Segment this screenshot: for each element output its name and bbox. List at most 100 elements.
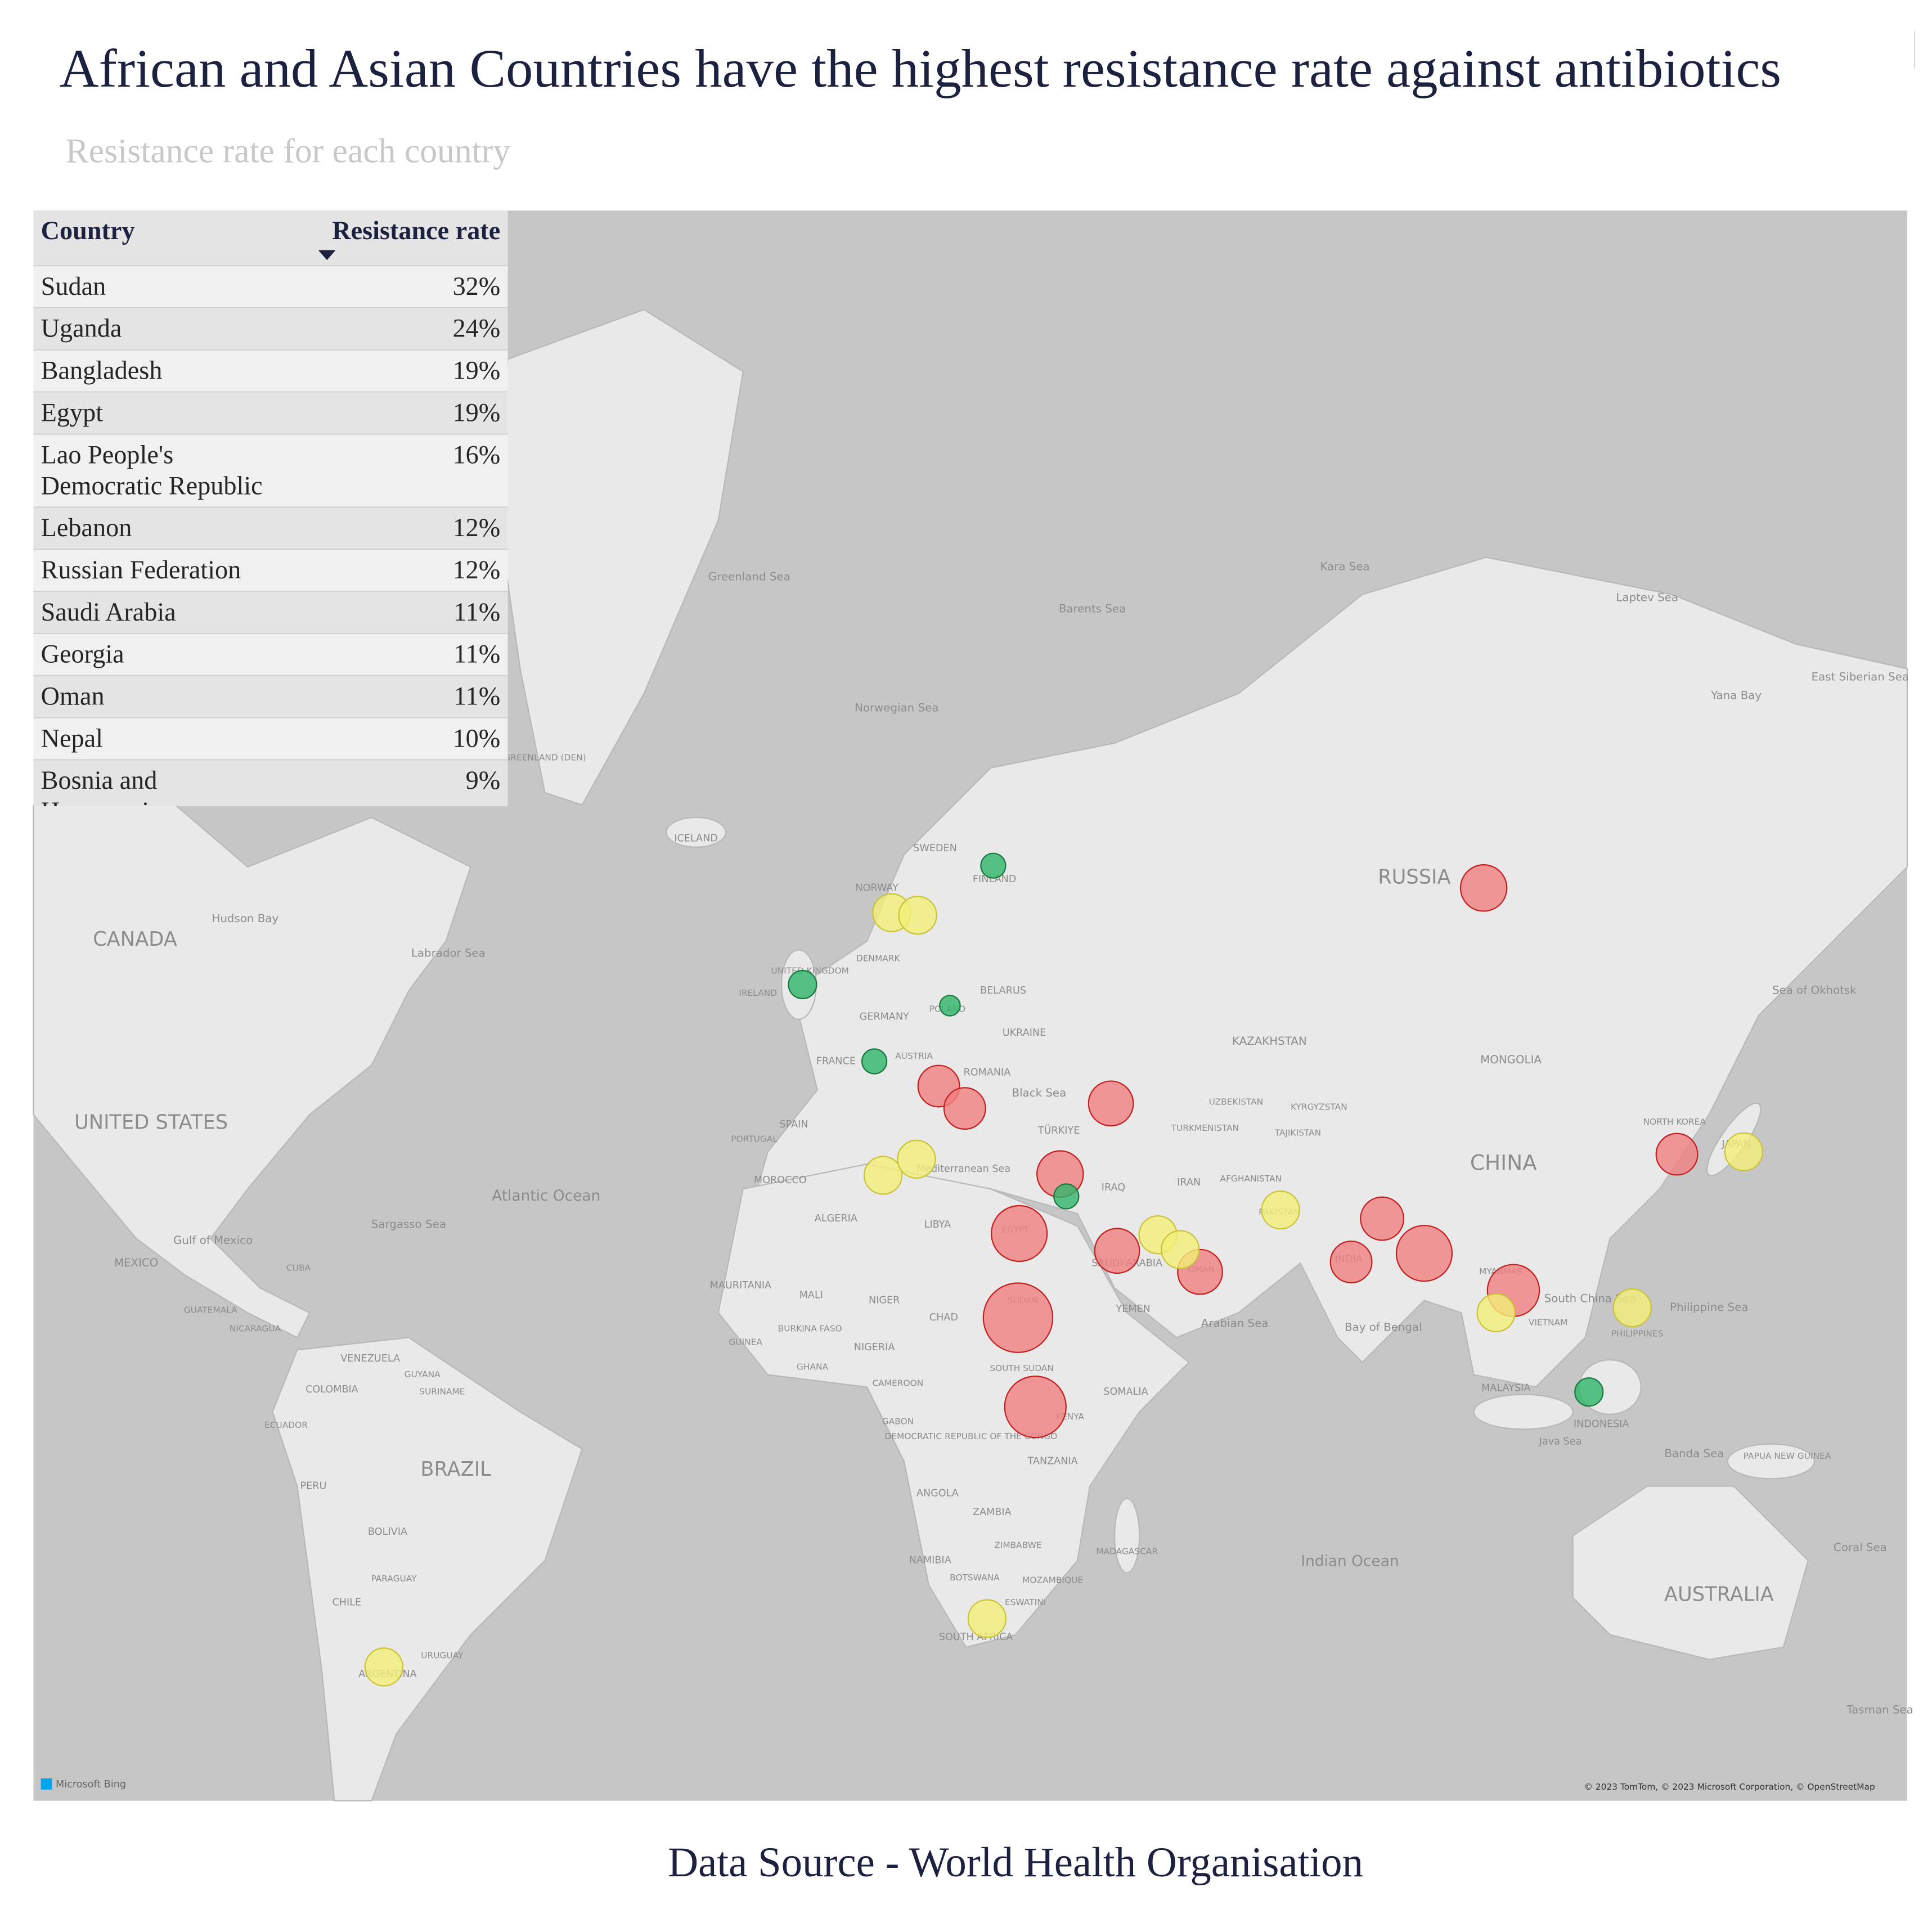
map-label: Arabian Sea xyxy=(1201,1317,1269,1330)
map-label: GHANA xyxy=(797,1362,829,1372)
map-label: Sea of Okhotsk xyxy=(1772,984,1857,997)
table-row: Egypt 19% xyxy=(33,392,508,435)
table-wrap: Country Resistance rate Sudan 32% Uganda 24% B… xyxy=(33,210,508,807)
table-row: Lebanon 12% xyxy=(33,507,508,550)
map-label: MADAGASCAR xyxy=(1096,1547,1158,1557)
map-label: Greenland Sea xyxy=(708,570,790,583)
footer: Data Source - World Health Organisation xyxy=(668,1839,1363,1886)
map-label: Norwegian Sea xyxy=(855,702,938,715)
map-label: SWEDEN xyxy=(913,843,957,854)
bubble xyxy=(943,1087,986,1130)
bubble xyxy=(982,1282,1054,1353)
bubble xyxy=(1053,1183,1080,1210)
map-label: CANADA xyxy=(93,928,177,951)
title: African and Asian Countries have the hig… xyxy=(60,38,1781,98)
map-label: NICARAGUA xyxy=(230,1323,281,1333)
rate-cell: 19% xyxy=(452,355,501,385)
rate-cell: 11% xyxy=(453,597,501,627)
map-label: UZBEKISTAN xyxy=(1209,1097,1263,1107)
country-cell: Bosnia and Herzegovina xyxy=(41,765,174,806)
bubble xyxy=(980,852,1007,879)
map-label: ECUADOR xyxy=(264,1420,308,1430)
rate-cell: 12% xyxy=(452,555,501,585)
map-label: GERMANY xyxy=(860,1011,909,1022)
map-label: GABON xyxy=(882,1417,914,1427)
map-label: URUGUAY xyxy=(421,1651,464,1661)
map-label: PAPUA NEW GUINEA xyxy=(1744,1451,1831,1461)
header-cell: Country xyxy=(41,215,135,245)
map-label: BRAZIL xyxy=(420,1458,491,1481)
map-label: VIETNAM xyxy=(1529,1317,1568,1327)
attribution: Microsoft Bing xyxy=(56,1779,126,1790)
map-label: CHINA xyxy=(1470,1151,1537,1175)
bubble xyxy=(1161,1230,1200,1269)
map-label: PARAGUAY xyxy=(371,1574,417,1584)
map-label: KYRGYZSTAN xyxy=(1291,1102,1347,1112)
bubble xyxy=(939,995,961,1017)
table: Country Resistance rate Sudan 32% Uganda 24% B… xyxy=(33,210,508,807)
header-cell: Resistance rate xyxy=(332,215,501,245)
rate-cell: 9% xyxy=(465,765,501,796)
map-label: DENMARK xyxy=(856,953,901,963)
map-label: CUBA xyxy=(286,1263,311,1273)
table-row: Bangladesh 19% xyxy=(33,350,508,393)
map-label: TANZANIA xyxy=(1027,1456,1078,1467)
bubble xyxy=(364,1647,404,1687)
map-label: GUINEA xyxy=(729,1337,762,1347)
header-row: Country Resistance rate xyxy=(33,210,508,267)
map-label: MOZAMBIQUE xyxy=(1022,1575,1083,1585)
country-cell: Lebanon xyxy=(41,513,132,543)
map-label: SPAIN xyxy=(779,1119,808,1130)
map-label: GUATEMALA xyxy=(184,1305,237,1315)
bubble xyxy=(967,1599,1007,1638)
bubble xyxy=(991,1205,1048,1262)
map-label: UNITED KINGDOM xyxy=(771,965,849,976)
map-label: East Siberian Sea xyxy=(1812,671,1909,684)
map-label: MALI xyxy=(799,1290,823,1301)
map-label: CHAD xyxy=(929,1312,958,1323)
map-label: IRAN xyxy=(1177,1177,1201,1188)
rate-cell: 11% xyxy=(453,639,501,669)
bing-logo xyxy=(41,1778,52,1790)
map-label: Laptev Sea xyxy=(1616,591,1678,604)
map-label: ALGERIA xyxy=(815,1213,857,1224)
sort-arrow[interactable] xyxy=(318,250,336,260)
map-label: INDONESIA xyxy=(1574,1418,1629,1430)
map-label: GUYANA xyxy=(405,1369,441,1380)
map-label: Coral Sea xyxy=(1834,1541,1887,1554)
map-label: NIGERIA xyxy=(854,1342,895,1353)
map-label: FINLAND xyxy=(973,874,1016,885)
table-row: Bosnia and Herzegovina 9% xyxy=(33,760,508,807)
table-row: Nepal 10% xyxy=(33,718,508,761)
country-cell: Georgia xyxy=(41,639,124,669)
map-label: SOMALIA xyxy=(1103,1386,1148,1398)
map-label: Labrador Sea xyxy=(411,946,486,959)
bubble xyxy=(1094,1228,1140,1274)
bubble xyxy=(1459,864,1508,912)
rate-cell: 12% xyxy=(452,513,501,543)
map-label: Philippine Sea xyxy=(1670,1301,1749,1314)
map-label: LIBYA xyxy=(924,1219,951,1230)
map-label: Indian Ocean xyxy=(1301,1552,1399,1570)
map-label: CAMEROON xyxy=(873,1378,924,1388)
bubble xyxy=(1261,1190,1300,1230)
bubble xyxy=(861,1048,888,1075)
table-row: Uganda 24% xyxy=(33,308,508,351)
map-label: PERU xyxy=(300,1481,326,1492)
map-label: COLOMBIA xyxy=(305,1384,358,1395)
map-label: UNITED STATES xyxy=(74,1111,228,1134)
map-label: South China Sea xyxy=(1544,1292,1637,1305)
map-label: NORTH KOREA xyxy=(1643,1117,1706,1127)
bubble xyxy=(1655,1133,1699,1176)
map-label: AFGHANISTAN xyxy=(1220,1174,1282,1184)
map-label: ICELAND xyxy=(674,833,718,844)
map-label: KAZAKHSTAN xyxy=(1232,1035,1307,1048)
country-cell: Oman xyxy=(41,681,105,711)
bubble xyxy=(898,896,937,935)
table-row: Russian Federation 12% xyxy=(33,550,508,592)
rate-cell: 11% xyxy=(453,681,501,711)
map-label: ZAMBIA xyxy=(973,1507,1012,1518)
map-label: TÜRKIYE xyxy=(1037,1124,1080,1136)
bubble xyxy=(1724,1132,1764,1171)
